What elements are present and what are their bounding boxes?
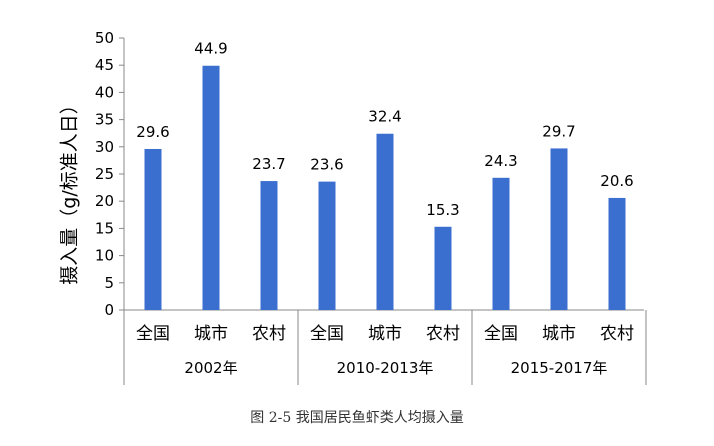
bar (318, 181, 336, 310)
bar-value-label: 44.9 (194, 40, 227, 58)
x-group-label: 2002年 (184, 359, 237, 377)
x-category-label: 城市 (194, 324, 228, 344)
bar (202, 65, 220, 310)
bar-value-label: 29.7 (542, 122, 575, 140)
y-tick-label: 50 (95, 29, 114, 47)
y-tick-label: 30 (95, 138, 114, 156)
y-tick-label: 5 (104, 274, 114, 292)
bar-chart: 0 5 10 15 20 25 30 35 40 45 50 29.6 全国 44.9 城市 23.7 农村 20… (95, 29, 647, 385)
bar (434, 226, 452, 310)
x-group-label: 2010-2013年 (337, 359, 434, 377)
x-category-label: 全国 (310, 324, 344, 344)
bar-value-label: 32.4 (368, 108, 401, 126)
bar (376, 133, 394, 310)
y-tick-label: 0 (104, 301, 114, 319)
x-category-label: 农村 (426, 324, 460, 344)
figure-caption: 图 2-5 我国居民鱼虾类人均摄入量 (250, 410, 464, 426)
bar-value-label: 20.6 (600, 172, 633, 190)
bar (608, 197, 626, 310)
y-tick-label: 25 (95, 165, 114, 183)
x-category-label: 农村 (600, 324, 634, 344)
bar-value-label: 29.6 (136, 123, 169, 141)
bar-value-label: 23.7 (252, 155, 285, 173)
x-category-label: 城市 (542, 324, 576, 344)
x-group-label: 2015-2017年 (511, 359, 608, 377)
y-axis-title: 摄入量（g/标准人日） (58, 95, 81, 285)
x-category-label: 农村 (252, 324, 286, 344)
y-tick-label: 35 (95, 111, 114, 129)
bar-value-label: 15.3 (426, 201, 459, 219)
y-tick-label: 40 (95, 83, 114, 101)
y-tick-label: 15 (95, 219, 114, 237)
bar (260, 181, 278, 310)
x-category-label: 全国 (484, 324, 518, 344)
y-tick-label: 10 (95, 247, 114, 265)
x-category-label: 城市 (368, 324, 402, 344)
bar-value-label: 23.6 (310, 156, 343, 174)
x-category-label: 全国 (136, 324, 170, 344)
y-tick-label: 45 (95, 56, 114, 74)
bar-value-label: 24.3 (484, 152, 517, 170)
bar (492, 177, 510, 310)
y-tick-label: 20 (95, 192, 114, 210)
bar (550, 148, 568, 310)
bar (144, 148, 162, 310)
